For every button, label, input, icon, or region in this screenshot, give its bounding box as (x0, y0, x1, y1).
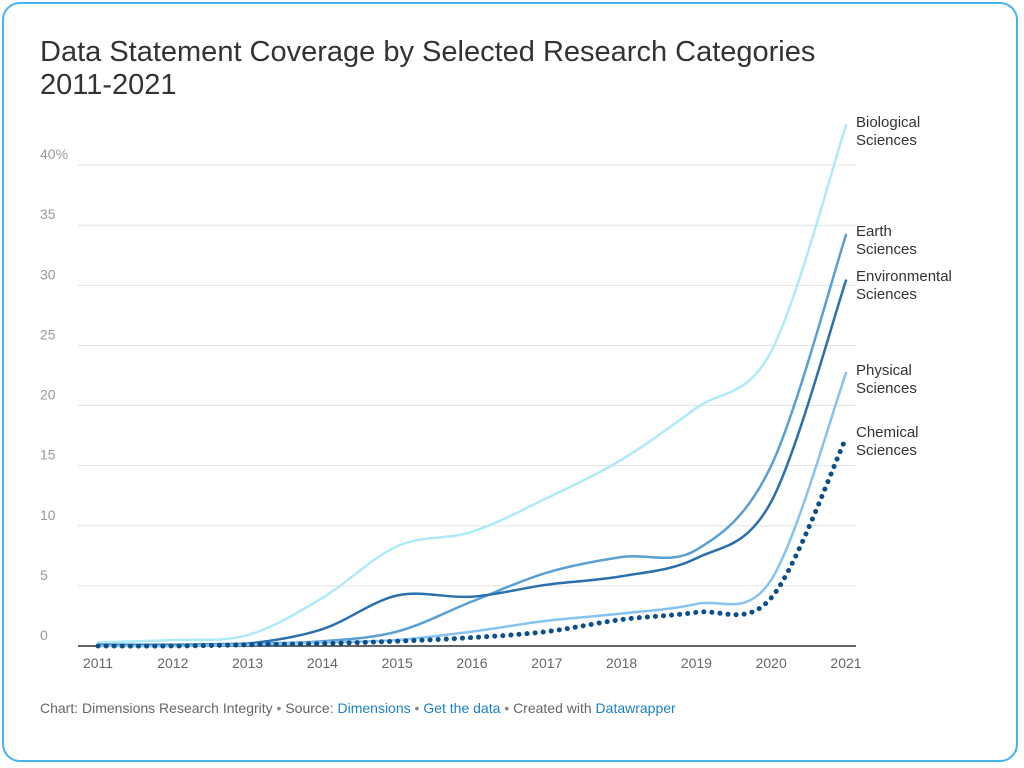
x-tick-label: 2011 (83, 655, 113, 671)
series-line-biological-sciences (96, 124, 848, 644)
chart-title-line: Data Statement Coverage by Selected Rese… (40, 36, 816, 68)
series-label: Chemical Sciences (856, 424, 919, 459)
footer-separator: • (272, 700, 286, 716)
x-axis: 2011 2012 2013 2014 2015 2016 2017 2018 2019 2020… (83, 655, 862, 671)
x-tick-label: 2016 (456, 655, 487, 671)
x-tick-label: 2014 (307, 655, 338, 671)
footer-separator: • (500, 700, 514, 716)
series-label: Earth Sciences (856, 223, 917, 258)
chart-footer: Chart: Dimensions Research Integrity • S… (40, 700, 676, 716)
x-tick-label: 2018 (606, 655, 637, 671)
x-tick-label: 2021 (830, 655, 861, 671)
y-tick-label: 35 (40, 206, 56, 222)
series-line-physical-sciences (96, 371, 848, 648)
source-link[interactable]: Dimensions (337, 700, 411, 716)
series-label-line: Chemical (856, 424, 919, 441)
x-tick-label: 2013 (232, 655, 263, 671)
series-label-line: Sciences (856, 286, 917, 303)
y-tick-label: 20 (40, 387, 56, 403)
series-label-line: Sciences (856, 380, 917, 397)
chart-subtitle: 2011-2021 (40, 69, 177, 101)
get-data-link[interactable]: Get the data (423, 700, 501, 716)
x-tick-label: 2020 (756, 655, 787, 671)
y-tick-label: 30 (40, 266, 56, 282)
series-label-line: Physical (856, 362, 912, 379)
y-tick-label: 25 (40, 326, 56, 342)
y-tick-label: 15 (40, 447, 56, 463)
series-label: Physical Sciences (856, 362, 917, 397)
y-tick-label: 40% (40, 146, 68, 162)
footer-credit: Chart: Dimensions Research Integrity (40, 700, 273, 716)
y-axis: 0 5 10 15 20 25 30 35 40% (40, 146, 856, 647)
series-label-line: Biological (856, 114, 920, 131)
series-line-earth-sciences (96, 233, 848, 647)
series-lines (95, 124, 849, 649)
footer-separator: • (410, 700, 424, 716)
y-tick-label: 10 (40, 507, 56, 523)
series-line-environmental-sciences (96, 279, 848, 647)
footer-created-label: Created with (513, 700, 596, 716)
y-tick-label: 5 (40, 567, 48, 583)
series-line-chemical-sciences (95, 435, 849, 649)
series-label-line: Sciences (856, 132, 917, 149)
series-label-line: Environmental (856, 268, 952, 285)
series-label-line: Sciences (856, 442, 917, 459)
x-tick-label: 2015 (382, 655, 413, 671)
series-label: Environmental Sciences (856, 268, 952, 303)
footer-source-label: Source: (285, 700, 338, 716)
series-label-line: Earth (856, 223, 892, 240)
datawrapper-link[interactable]: Datawrapper (595, 700, 676, 716)
y-tick-label: 0 (40, 627, 48, 643)
chart-title: Data Statement Coverage by Selected Rese… (40, 36, 940, 102)
x-tick-label: 2012 (157, 655, 188, 671)
series-label-line: Sciences (856, 241, 917, 258)
x-tick-label: 2017 (531, 655, 562, 671)
series-label: Biological Sciences (856, 114, 920, 149)
grid-lines (78, 164, 856, 587)
x-tick-label: 2019 (681, 655, 712, 671)
